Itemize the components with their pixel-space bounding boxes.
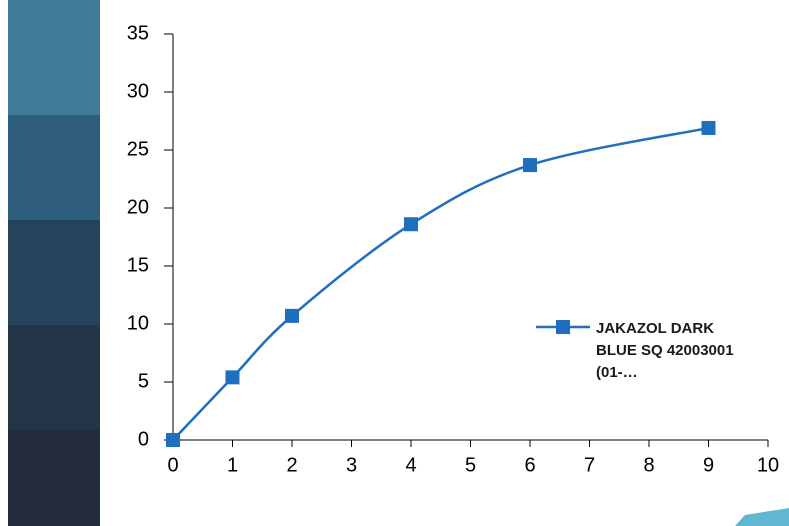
x-tick-label: 5 bbox=[465, 454, 476, 476]
x-tick-label: 1 bbox=[227, 454, 238, 476]
x-tick-label: 9 bbox=[703, 454, 714, 476]
y-tick-label: 10 bbox=[127, 312, 149, 334]
y-tick-label: 0 bbox=[138, 428, 149, 450]
marker bbox=[285, 308, 299, 323]
color-swatches bbox=[8, 0, 100, 526]
x-tick-label: 4 bbox=[405, 454, 416, 476]
y-tick-label: 35 bbox=[127, 22, 149, 44]
x-tick-label: 2 bbox=[286, 454, 297, 476]
marker bbox=[225, 370, 240, 385]
swatch bbox=[8, 0, 100, 115]
swatch bbox=[8, 430, 100, 526]
y-tick-label: 25 bbox=[127, 138, 149, 160]
x-tick-label: 0 bbox=[167, 454, 178, 476]
marker bbox=[523, 158, 537, 173]
legend-label: JAKAZOL DARK BLUE SQ 42003001 (01-… bbox=[596, 320, 734, 381]
x-tick-label: 10 bbox=[757, 454, 779, 476]
marker bbox=[166, 433, 180, 447]
y-tick-label: 15 bbox=[127, 254, 149, 276]
x-tick-label: 8 bbox=[643, 454, 654, 476]
corner-decoration bbox=[735, 508, 789, 526]
series-line bbox=[172, 126, 709, 441]
marker bbox=[701, 120, 716, 135]
y-tick-label: 30 bbox=[127, 80, 149, 102]
y-tick-label: 5 bbox=[138, 370, 149, 392]
legend-marker bbox=[556, 320, 570, 334]
y-tick-label: 20 bbox=[127, 196, 149, 218]
swatch bbox=[8, 220, 100, 325]
swatch bbox=[8, 115, 100, 220]
swatch bbox=[8, 325, 100, 430]
x-tick-label: 7 bbox=[584, 454, 595, 476]
x-tick-label: 3 bbox=[346, 454, 357, 476]
x-tick-label: 6 bbox=[524, 454, 535, 476]
marker bbox=[404, 217, 418, 232]
